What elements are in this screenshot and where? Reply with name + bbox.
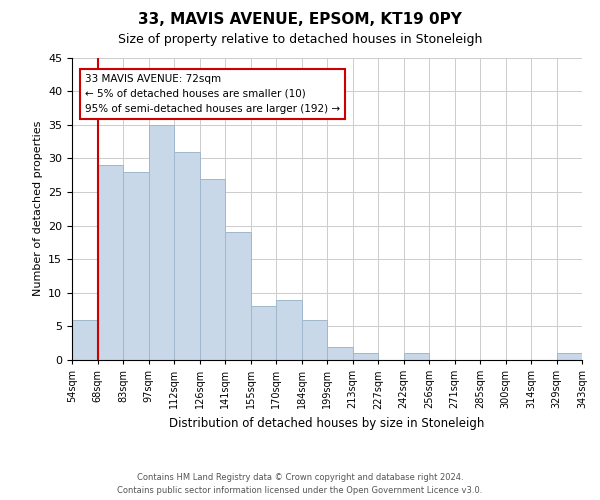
- Bar: [404, 354, 429, 360]
- Bar: [251, 306, 276, 360]
- Text: Contains HM Land Registry data © Crown copyright and database right 2024.
Contai: Contains HM Land Registry data © Crown c…: [118, 473, 482, 495]
- Bar: [199, 178, 225, 360]
- Bar: [123, 172, 149, 360]
- Bar: [327, 346, 353, 360]
- Bar: [353, 354, 378, 360]
- Bar: [302, 320, 327, 360]
- Bar: [174, 152, 199, 360]
- Bar: [97, 165, 123, 360]
- Bar: [225, 232, 251, 360]
- Y-axis label: Number of detached properties: Number of detached properties: [32, 121, 43, 296]
- Text: 33 MAVIS AVENUE: 72sqm
← 5% of detached houses are smaller (10)
95% of semi-deta: 33 MAVIS AVENUE: 72sqm ← 5% of detached …: [85, 74, 340, 114]
- Bar: [72, 320, 97, 360]
- Text: Size of property relative to detached houses in Stoneleigh: Size of property relative to detached ho…: [118, 34, 482, 46]
- Text: 33, MAVIS AVENUE, EPSOM, KT19 0PY: 33, MAVIS AVENUE, EPSOM, KT19 0PY: [138, 12, 462, 26]
- X-axis label: Distribution of detached houses by size in Stoneleigh: Distribution of detached houses by size …: [169, 417, 485, 430]
- Bar: [149, 124, 174, 360]
- Bar: [276, 300, 302, 360]
- Bar: [557, 354, 582, 360]
